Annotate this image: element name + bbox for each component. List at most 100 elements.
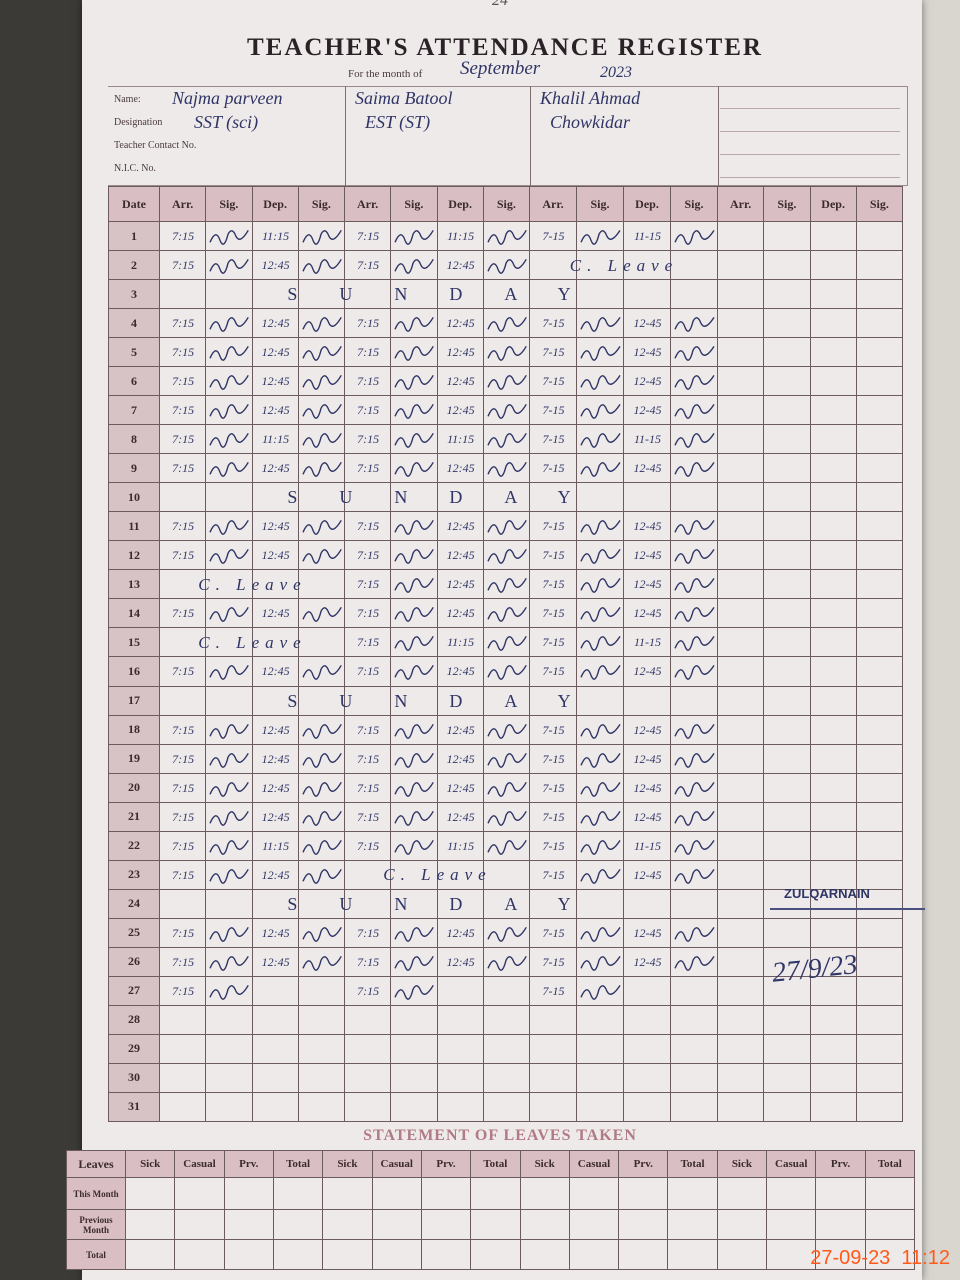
table-cell bbox=[856, 309, 903, 339]
table-cell bbox=[856, 947, 903, 977]
table-cell bbox=[718, 425, 765, 455]
table-cell bbox=[764, 541, 811, 571]
leaves-cell bbox=[471, 1240, 521, 1270]
table-cell bbox=[160, 889, 207, 919]
departure-time: 12:45 bbox=[446, 345, 475, 360]
table-cell bbox=[764, 251, 811, 281]
table-cell bbox=[810, 889, 857, 919]
signature bbox=[394, 752, 435, 768]
table-cell bbox=[718, 715, 765, 745]
leaves-column-header: Total bbox=[471, 1150, 521, 1178]
column-header: Arr. bbox=[345, 186, 392, 222]
signature bbox=[394, 781, 435, 797]
table-cell bbox=[206, 483, 253, 513]
table-cell bbox=[252, 686, 299, 716]
date-cell: 10 bbox=[108, 483, 160, 513]
table-cell bbox=[206, 889, 253, 919]
table-cell bbox=[624, 889, 671, 919]
signature bbox=[487, 520, 527, 536]
signature bbox=[209, 752, 250, 768]
table-cell bbox=[671, 454, 718, 484]
leaves-cell bbox=[323, 1210, 373, 1240]
table-cell bbox=[437, 222, 484, 252]
arrival-time: 7:15 bbox=[172, 722, 195, 737]
table-cell bbox=[391, 512, 438, 542]
table-cell bbox=[856, 396, 903, 426]
table-cell bbox=[764, 599, 811, 629]
table-cell bbox=[483, 831, 530, 861]
departure-time: 12-45 bbox=[633, 925, 662, 940]
table-cell bbox=[856, 599, 903, 629]
table-cell bbox=[298, 367, 345, 397]
table-cell bbox=[206, 860, 253, 890]
table-cell bbox=[856, 570, 903, 600]
table-cell bbox=[671, 396, 718, 426]
table-cell bbox=[437, 686, 484, 716]
table-cell bbox=[298, 338, 345, 368]
leaves-row-label: Leaves bbox=[66, 1150, 126, 1178]
table-cell bbox=[577, 889, 624, 919]
departure-time: 12:45 bbox=[261, 925, 290, 940]
table-cell bbox=[764, 1034, 811, 1064]
table-cell bbox=[764, 222, 811, 252]
table-cell bbox=[624, 251, 671, 281]
arrival-time: 7:15 bbox=[357, 577, 380, 592]
leaves-column-header: Prv. bbox=[421, 1150, 472, 1178]
table-cell bbox=[345, 425, 392, 455]
signature bbox=[674, 955, 715, 971]
table-cell bbox=[856, 1005, 903, 1035]
table-cell bbox=[718, 483, 765, 513]
table-cell bbox=[764, 454, 811, 484]
table-cell bbox=[624, 860, 671, 890]
leaves-column-header: Sick bbox=[520, 1150, 570, 1178]
table-cell bbox=[437, 367, 484, 397]
table-cell bbox=[530, 860, 577, 890]
signature bbox=[674, 578, 715, 594]
table-cell bbox=[252, 454, 299, 484]
leaves-column-header: Total bbox=[273, 1150, 324, 1178]
teacher-designation: EST (ST) bbox=[365, 112, 431, 132]
info-label: N.I.C. No. bbox=[114, 163, 156, 174]
table-cell bbox=[671, 483, 718, 513]
date-cell: 18 bbox=[108, 715, 160, 745]
departure-time: 12:45 bbox=[261, 374, 290, 389]
table-cell bbox=[345, 570, 392, 600]
table-cell bbox=[345, 947, 392, 977]
table-cell bbox=[483, 686, 530, 716]
table-cell bbox=[624, 976, 671, 1006]
table-cell bbox=[437, 831, 484, 861]
table-cell bbox=[671, 222, 718, 252]
info-divider bbox=[530, 86, 531, 186]
arrival-time: 7-15 bbox=[542, 577, 565, 592]
table-cell bbox=[160, 1005, 207, 1035]
leaves-cell bbox=[865, 1178, 915, 1210]
date-cell: 13 bbox=[108, 570, 160, 600]
table-cell bbox=[298, 889, 345, 919]
signature bbox=[487, 346, 527, 361]
table-cell bbox=[624, 483, 671, 513]
table-cell bbox=[577, 628, 624, 658]
departure-time: 12:45 bbox=[446, 403, 475, 418]
date-cell: 16 bbox=[108, 657, 160, 687]
table-cell bbox=[252, 918, 299, 948]
table-cell bbox=[530, 744, 577, 774]
table-cell bbox=[810, 280, 857, 310]
table-cell bbox=[298, 280, 345, 310]
leaves-column-header: Sick bbox=[717, 1150, 768, 1178]
signature bbox=[302, 317, 342, 332]
table-cell bbox=[577, 338, 624, 368]
table-cell bbox=[671, 657, 718, 687]
table-cell bbox=[530, 657, 577, 687]
leaves-cell bbox=[372, 1178, 422, 1210]
table-cell bbox=[810, 1092, 857, 1122]
table-cell bbox=[810, 541, 857, 571]
signature bbox=[580, 839, 621, 855]
table-cell bbox=[856, 222, 903, 252]
column-header: Sig. bbox=[764, 186, 811, 222]
departure-time: 12:45 bbox=[261, 519, 290, 534]
table-cell bbox=[206, 802, 253, 832]
table-cell bbox=[345, 860, 392, 890]
table-cell bbox=[298, 222, 345, 252]
table-cell bbox=[160, 483, 207, 513]
table-cell bbox=[391, 1034, 438, 1064]
